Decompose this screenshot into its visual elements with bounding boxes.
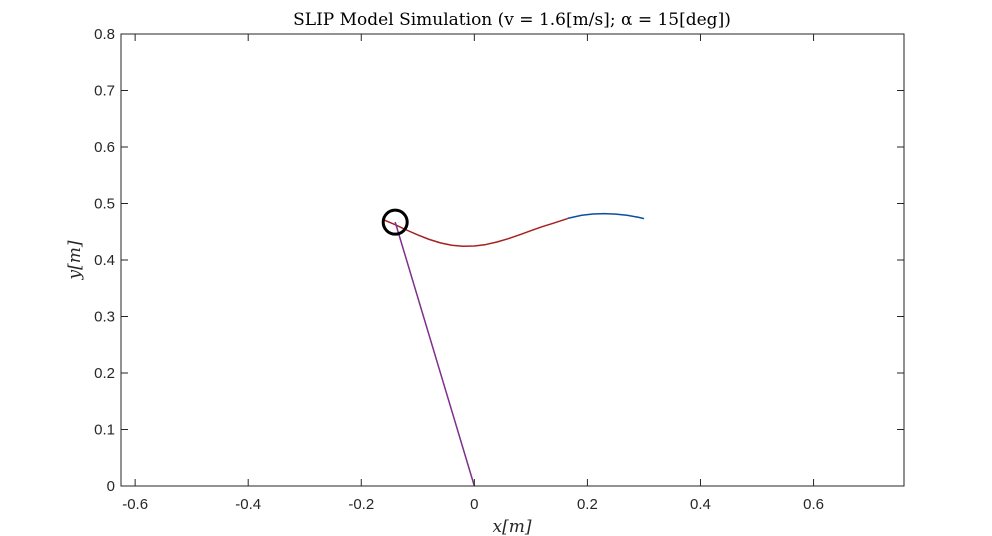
- ticks-layer: -0.6 -0.4 -0.2 0 0.2 0.4 0.6 0 0.1 0.2 0.3 0.4 0.5 0.…: [94, 26, 905, 513]
- y-tick-label: 0.5: [94, 196, 115, 213]
- x-tick-label: -0.4: [235, 496, 261, 513]
- y-tick-label: 0.4: [94, 252, 115, 269]
- x-axis-label: x[m]: [493, 517, 532, 536]
- x-tick-label: 0: [470, 496, 478, 513]
- body-marker: [381, 208, 409, 236]
- chart-title: SLIP Model Simulation (v = 1.6[m/s]; α =…: [293, 10, 731, 30]
- y-axis-label: y[m]: [65, 240, 85, 280]
- y-tick-label: 0.7: [94, 83, 115, 100]
- x-tick-label: 0.6: [803, 496, 824, 513]
- x-tick-label: -0.6: [122, 496, 148, 513]
- x-tick-label: -0.2: [348, 496, 374, 513]
- plot-background: [121, 34, 904, 486]
- y-tick-label: 0.6: [94, 139, 115, 156]
- series-line-1: [382, 217, 568, 248]
- y-tick-label: 0.1: [94, 422, 115, 439]
- plot-area: [121, 34, 904, 486]
- y-tick-label: 0.2: [94, 365, 115, 382]
- x-tick-label: 0.4: [690, 496, 711, 513]
- series-layer: [381, 208, 645, 487]
- y-tick-label: 0: [107, 478, 115, 495]
- x-tick-label: 0.2: [577, 496, 598, 513]
- series-line-0: [567, 212, 645, 220]
- y-tick-label: 0.3: [94, 309, 115, 326]
- y-tick-label: 0.8: [94, 26, 115, 43]
- series-line-2: [394, 221, 476, 487]
